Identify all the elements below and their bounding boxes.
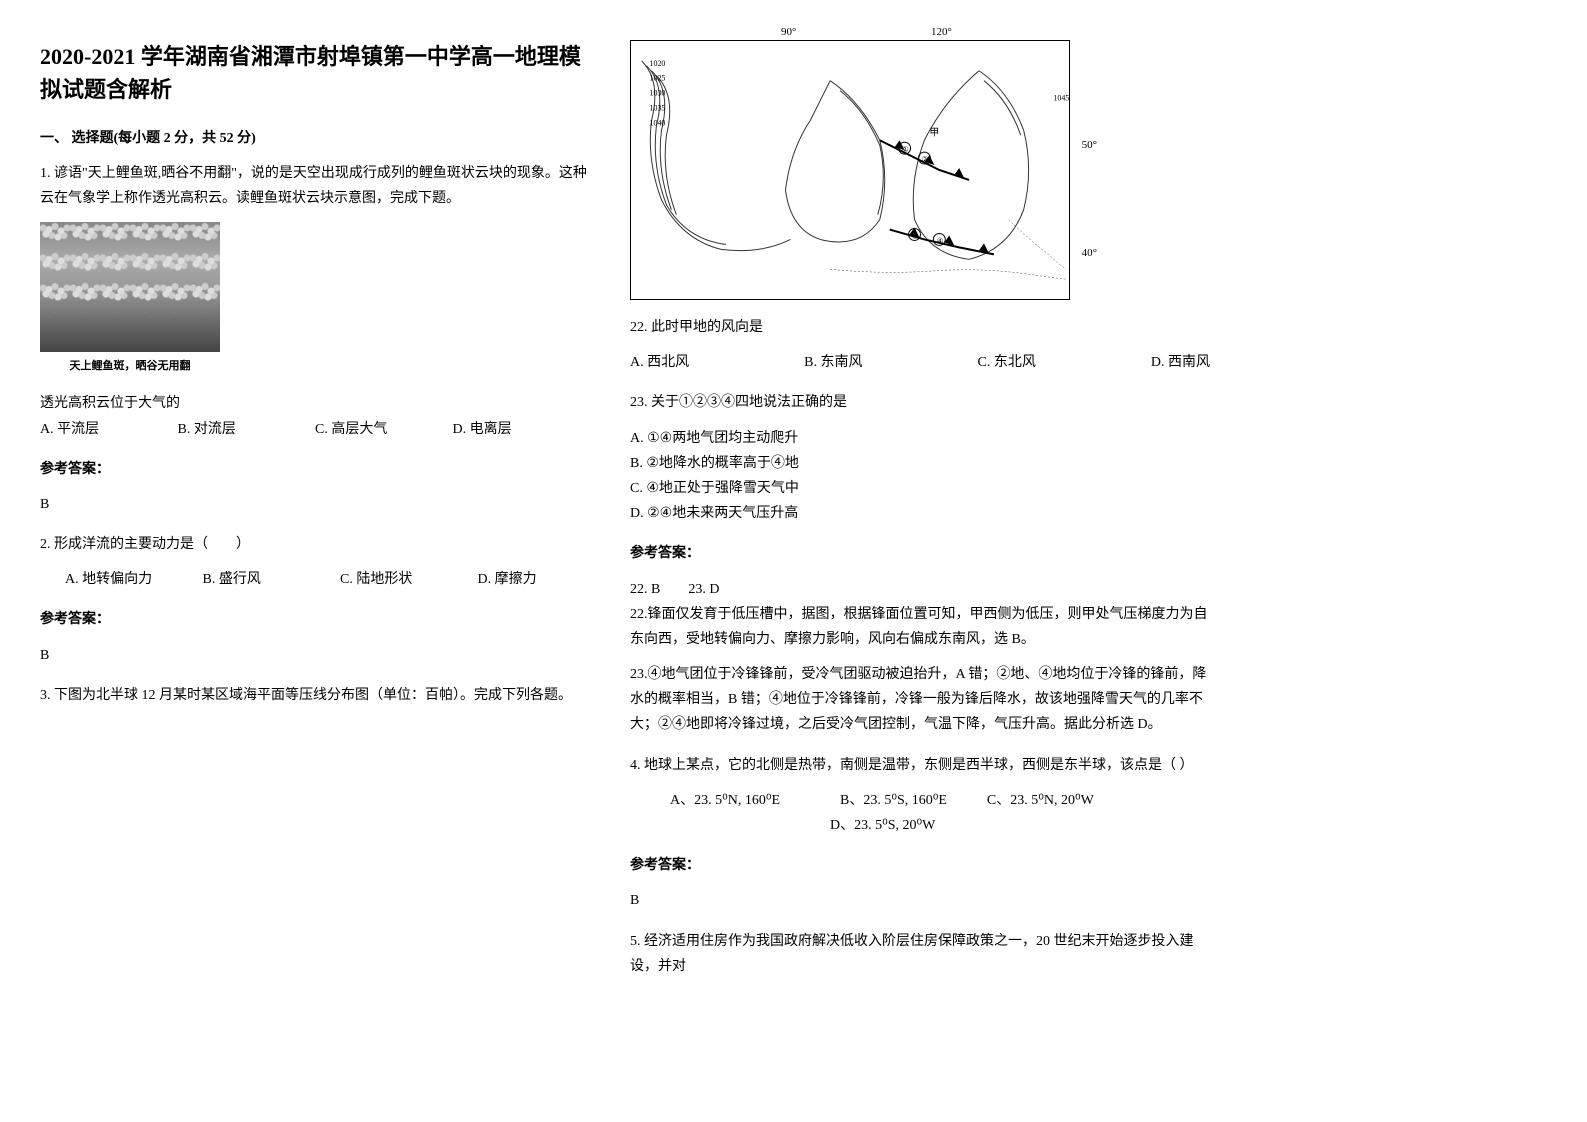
q2-opt-c: C. 陆地形状 [340,567,478,592]
q4-opt-b: B、23. 5⁰S, 160⁰E [840,788,947,813]
svg-text:④: ④ [936,236,943,245]
q23-opt-a: A. ①④两地气团均主动爬升 [630,426,1210,451]
q23-opt-b: B. ②地降水的概率高于④地 [630,451,1210,476]
document-title: 2020-2021 学年湖南省湘潭市射埠镇第一中学高一地理模拟试题含解析 [40,40,590,106]
right-column: 90° 120° 50° 40° 1020 1025 1030 1035 104… [630,40,1210,994]
svg-text:1040: 1040 [650,118,666,127]
svg-text:1020: 1020 [650,59,666,68]
cloud-photo [40,222,220,352]
q22-opt-a: A. 西北风 [630,350,689,375]
q4-opt-a: A、23. 5⁰N, 160⁰E [670,788,780,813]
question-3: 3. 下图为北半球 12 月某时某区域海平面等压线分布图（单位：百帕）。完成下列… [40,683,590,708]
q2-opt-d: D. 摩擦力 [478,567,616,592]
lon-120-label: 120° [931,23,952,43]
svg-text:①: ① [902,145,909,154]
q1-opt-d: D. 电离层 [453,417,591,442]
q2-answer: B [40,643,590,668]
q22-opt-b: B. 东南风 [804,350,862,375]
svg-text:②: ② [921,155,928,164]
q23-text: 23. 关于①②③④四地说法正确的是 [630,390,1210,415]
q4-text: 4. 地球上某点，它的北侧是热带，南侧是温带，东侧是西半球，西侧是东半球，该点是… [630,753,1210,778]
q1-opt-a: A. 平流层 [40,417,178,442]
svg-text:甲: 甲 [929,127,939,138]
q2-opt-a: A. 地转偏向力 [65,567,203,592]
q1-subtext: 透光高积云位于大气的 [40,391,590,416]
q1-answer-header: 参考答案： [40,457,590,482]
svg-text:1025: 1025 [650,74,666,83]
question-4: 4. 地球上某点，它的北侧是热带，南侧是温带，东侧是西半球，西侧是东半球，该点是… [630,753,1210,914]
question-22: 22. 此时甲地的风向是 A. 西北风 B. 东南风 C. 东北风 D. 西南风 [630,315,1210,375]
q1-opt-c: C. 高层大气 [315,417,453,442]
svg-text:③: ③ [912,231,919,240]
q22-opt-d: D. 西南风 [1151,350,1210,375]
question-23: 23. 关于①②③④四地说法正确的是 A. ①④两地气团均主动爬升 B. ②地降… [630,390,1210,737]
q1-opt-b: B. 对流层 [178,417,316,442]
q4-opt-c: C、23. 5⁰N, 20⁰W [987,788,1094,813]
q2-opt-b: B. 盛行风 [203,567,341,592]
q22-text: 22. 此时甲地的风向是 [630,315,1210,340]
map-svg: 1020 1025 1030 1035 1040 1045 [631,41,1069,299]
q4-answer: B [630,888,1210,913]
isobar-map: 90° 120° 50° 40° 1020 1025 1030 1035 104… [630,40,1070,300]
cloud-caption: 天上鲤鱼斑，晒谷无用翻 [40,357,220,377]
question-1: 1. 谚语"天上鲤鱼斑,晒谷不用翻"，说的是天空出现成行成列的鲤鱼斑状云块的现象… [40,161,590,517]
q4-answer-header: 参考答案： [630,853,1210,878]
q4-opt-d: D、23. 5⁰S, 20⁰W [830,813,935,838]
q23-opt-c: C. ④地正处于强降雪天气中 [630,476,1210,501]
q23-opt-d: D. ②④地未来两天气压升高 [630,501,1210,526]
lon-90-label: 90° [781,23,796,43]
q5-text: 5. 经济适用住房作为我国政府解决低收入阶层住房保障政策之一，20 世纪末开始逐… [630,929,1210,979]
q1-text: 1. 谚语"天上鲤鱼斑,晒谷不用翻"，说的是天空出现成行成列的鲤鱼斑状云块的现象… [40,161,590,211]
q2-text: 2. 形成洋流的主要动力是（ ） [40,532,590,557]
left-column: 2020-2021 学年湖南省湘潭市射埠镇第一中学高一地理模拟试题含解析 一、 … [40,40,590,994]
q23-answer-header: 参考答案： [630,541,1210,566]
lat-40-label: 40° [1082,244,1097,264]
q3-text: 3. 下图为北半球 12 月某时某区域海平面等压线分布图（单位：百帕）。完成下列… [40,683,590,708]
svg-text:1035: 1035 [650,103,666,112]
q1-answer: B [40,492,590,517]
q22-opt-c: C. 东北风 [978,350,1036,375]
q2-answer-header: 参考答案： [40,607,590,632]
question-5: 5. 经济适用住房作为我国政府解决低收入阶层住房保障政策之一，20 世纪末开始逐… [630,929,1210,979]
q23-explanation: 23.④地气团位于冷锋锋前，受冷气团驱动被迫抬升，A 错；②地、④地均位于冷锋的… [630,662,1210,738]
q22-explanation: 22.锋面仅发育于低压槽中，据图，根据锋面位置可知，甲西侧为低压，则甲处气压梯度… [630,602,1210,652]
q22-23-answers: 22. B 23. D [630,577,1210,602]
svg-text:1030: 1030 [650,89,666,98]
section-1-header: 一、 选择题(每小题 2 分，共 52 分) [40,126,590,151]
question-2: 2. 形成洋流的主要动力是（ ） A. 地转偏向力 B. 盛行风 C. 陆地形状… [40,532,590,668]
svg-text:1045: 1045 [1053,94,1069,103]
lat-50-label: 50° [1082,136,1097,156]
